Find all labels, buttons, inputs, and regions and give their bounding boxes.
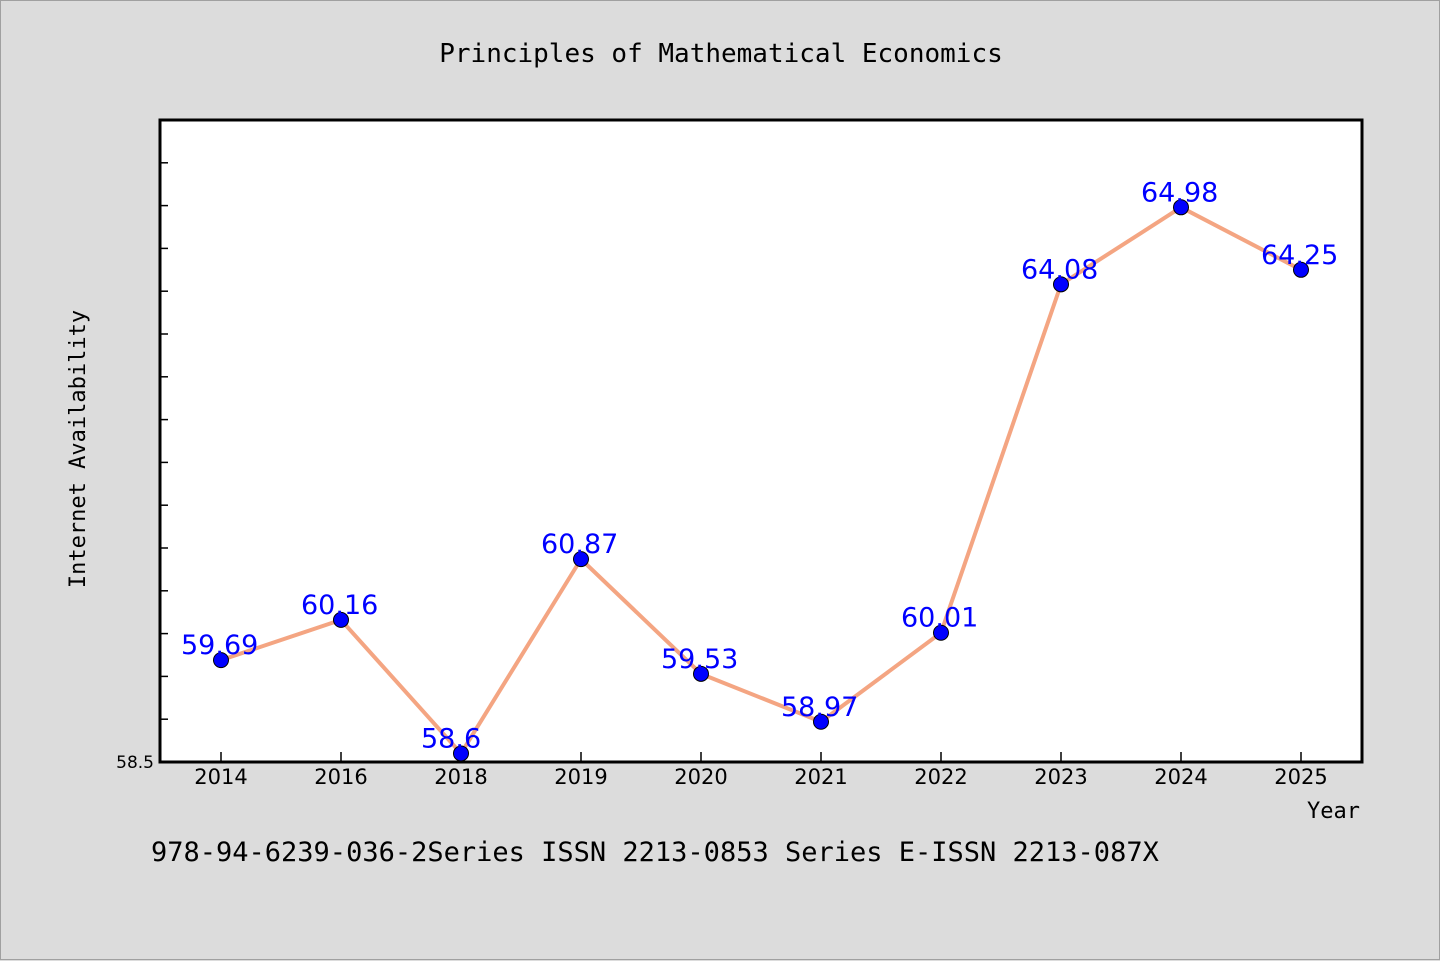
data-label-2014: 59.69 [181, 630, 258, 661]
y-axis-ticks [160, 162, 168, 763]
data-label-2020: 59.53 [661, 644, 738, 675]
data-label-2019: 60.87 [541, 529, 618, 560]
x-tick-label-2022: 2022 [914, 765, 967, 789]
data-point-2021 [813, 713, 829, 730]
x-tick-label-2020: 2020 [674, 765, 727, 789]
data-label-2025: 64.25 [1261, 240, 1338, 271]
x-tick-label-2021: 2021 [794, 765, 847, 789]
data-label-2022: 60.01 [901, 603, 978, 634]
data-point-2023 [1053, 276, 1069, 293]
x-tick-label-2016: 2016 [314, 765, 367, 789]
data-point-2022 [933, 624, 949, 641]
x-tick-label-2018: 2018 [434, 765, 487, 789]
chart-title: Principles of Mathematical Economics [439, 39, 1003, 69]
data-point-2019 [573, 551, 589, 568]
y-tick-label-min: 58.5 [116, 753, 154, 773]
x-tick-label-2014: 2014 [194, 765, 247, 789]
x-tick-label-2024: 2024 [1154, 765, 1207, 789]
data-point-2016 [333, 611, 349, 628]
plot-area [158, 118, 1364, 764]
data-label-2016: 60.16 [301, 590, 378, 621]
footer-isbn-text: 978-94-6239-036-2Series ISSN 2213-0853 S… [151, 837, 1159, 868]
data-label-2018: 58.6 [421, 723, 481, 754]
x-axis-tick-labels: 2014 2016 2018 2019 2020 2021 2022 2023 2024 2025 [194, 765, 1327, 789]
x-axis-label: Year [1307, 799, 1360, 824]
data-label-2024: 64.98 [1141, 177, 1218, 208]
data-point-2014 [213, 652, 229, 669]
x-tick-label-2023: 2023 [1034, 765, 1087, 789]
series-line [219, 205, 1303, 756]
data-point-2020 [693, 665, 709, 682]
data-point-2025 [1293, 261, 1309, 278]
x-tick-label-2019: 2019 [554, 765, 607, 789]
series-data-labels: 59.69 60.16 58.6 60.87 59.53 58.97 60.01 64.08 6… [181, 177, 1338, 754]
series-line-group [219, 205, 1303, 756]
x-tick-label-2025: 2025 [1274, 765, 1327, 789]
y-axis-label: Internet Availability [66, 310, 91, 588]
data-label-2021: 58.97 [781, 692, 858, 723]
data-label-2023: 64.08 [1021, 254, 1098, 285]
data-point-2024 [1173, 199, 1189, 216]
series-markers [213, 199, 1309, 762]
data-point-2018 [453, 745, 469, 762]
